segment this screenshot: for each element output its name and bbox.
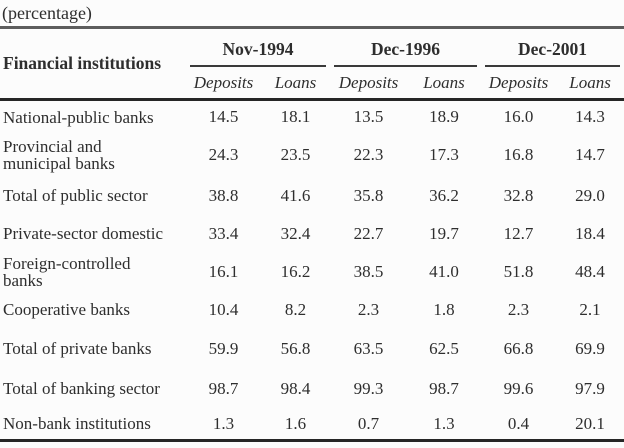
cell-value: 2.1 xyxy=(579,299,601,319)
cell-value: 33.4 xyxy=(208,223,239,243)
cell-value: 19.7 xyxy=(429,223,459,243)
cell-value: 16.1 xyxy=(208,261,239,281)
cell-value: 32.8 xyxy=(503,185,534,205)
cell-value: 62.5 xyxy=(429,338,459,358)
group-header-dec-1996: Dec-1996 xyxy=(330,28,481,67)
col-header-loans-1994: Loans xyxy=(261,67,330,101)
table-row: Total of public sector 38.8 41.6 35.8 36.2 32… xyxy=(0,177,624,215)
group-header-row: Financial institutions Nov-1994 Dec-1996… xyxy=(0,27,624,101)
cell-value: 2.3 xyxy=(507,299,530,319)
col-header-financial-institutions: Financial institutions xyxy=(0,27,186,101)
row-label: Cooperative banks xyxy=(3,300,130,319)
cell-value: 16.2 xyxy=(280,261,311,281)
cell-value: 16.8 xyxy=(503,145,534,164)
col-header-deposits-1996: Deposits xyxy=(330,67,407,101)
table-header: Financial institutions Nov-1994 Dec-1996… xyxy=(0,27,624,101)
group-header-dec-2001: Dec-2001 xyxy=(481,28,624,67)
cell-value: 17.3 xyxy=(429,145,459,164)
cell-value: 38.5 xyxy=(353,261,384,281)
cell-value: 10.4 xyxy=(208,299,239,319)
cell-value: 99.3 xyxy=(353,378,384,398)
row-label: Foreign-controlled banks xyxy=(3,253,131,290)
cell-value: 1.3 xyxy=(212,413,235,433)
col-header-loans-1996: Loans xyxy=(407,67,482,101)
col-header-deposits-1994: Deposits xyxy=(186,67,261,101)
cell-value: 66.8 xyxy=(503,338,534,358)
row-label: National-public banks xyxy=(3,107,154,127)
cell-value: 1.3 xyxy=(433,413,455,433)
cell-value: 36.2 xyxy=(429,185,459,205)
col-header-loans-2001: Loans xyxy=(556,67,624,101)
table-row: National-public banks 14.5 18.1 13.5 18.9 16.… xyxy=(0,100,624,134)
cell-value: 18.4 xyxy=(575,223,605,243)
cell-value: 14.3 xyxy=(575,107,605,127)
cell-value: 18.9 xyxy=(429,107,459,127)
row-label: Total of public sector xyxy=(3,186,148,205)
financial-institutions-table: Financial institutions Nov-1994 Dec-1996… xyxy=(0,26,624,442)
cell-value: 2.3 xyxy=(357,299,380,319)
row-label: Total of banking sector xyxy=(3,379,160,398)
cell-value: 16.0 xyxy=(503,107,534,127)
cell-value: 14.5 xyxy=(208,107,239,127)
cell-value: 56.8 xyxy=(280,338,311,358)
cell-value: 59.9 xyxy=(208,338,239,358)
cell-value: 99.6 xyxy=(503,378,534,398)
col-header-deposits-2001: Deposits xyxy=(481,67,557,101)
cell-value: 24.3 xyxy=(208,145,239,164)
table-row: Private-sector domestic 33.4 32.4 22.7 19.7 1… xyxy=(0,215,624,253)
cell-value: 1.6 xyxy=(284,413,307,433)
cell-value: 63.5 xyxy=(353,338,384,358)
cell-value: 98.7 xyxy=(429,378,459,398)
cell-value: 0.7 xyxy=(357,413,380,433)
cell-value: 51.8 xyxy=(503,261,534,281)
group-label: Dec-2001 xyxy=(485,32,621,67)
cell-value: 32.4 xyxy=(280,223,311,243)
cell-value: 38.8 xyxy=(208,185,239,205)
table-unit-caption: (percentage) xyxy=(2,3,92,23)
table-row: Non-bank institutions 1.3 1.6 0.7 1.3 0.4 20.1 xyxy=(0,409,624,441)
row-label: Provincial and municipal banks xyxy=(3,137,115,173)
cell-value: 8.2 xyxy=(284,299,307,319)
cell-value: 12.7 xyxy=(503,223,534,243)
cell-value: 13.5 xyxy=(353,107,384,127)
cell-value: 41.6 xyxy=(280,185,311,205)
group-label: Dec-1996 xyxy=(334,32,478,67)
row-label: Non-bank institutions xyxy=(3,414,151,434)
cell-value: 35.8 xyxy=(353,185,384,205)
cell-value: 14.7 xyxy=(575,145,605,164)
cell-value: 98.4 xyxy=(280,378,311,398)
cell-value: 18.1 xyxy=(280,107,311,127)
cell-value: 69.9 xyxy=(575,338,605,358)
table-row: Provincial and municipal banks 24.3 23.5 22… xyxy=(0,134,624,177)
row-label: Total of private banks xyxy=(3,339,152,358)
cell-value: 22.7 xyxy=(353,223,384,243)
cell-value: 0.4 xyxy=(507,413,530,433)
cell-value: 98.7 xyxy=(208,378,239,398)
row-label: Private-sector domestic xyxy=(3,224,164,243)
table-row: Cooperative banks 10.4 8.2 2.3 1.8 2.3 2.1 xyxy=(0,291,624,329)
cell-value: 41.0 xyxy=(429,261,459,281)
cell-value: 29.0 xyxy=(575,185,605,205)
table-row: Total of private banks 59.9 56.8 63.5 62.5 66… xyxy=(0,329,624,369)
cell-value: 22.3 xyxy=(353,145,384,164)
table-body: National-public banks 14.5 18.1 13.5 18.9 16.… xyxy=(0,100,624,441)
table-row: Foreign-controlled banks 16.1 16.2 38.5 41.0… xyxy=(0,253,624,291)
sub-header-row: Deposits Loans Deposits Loans Deposits L… xyxy=(0,67,624,101)
table-row: Total of banking sector 98.7 98.4 99.3 98.7 9… xyxy=(0,369,624,409)
cell-value: 23.5 xyxy=(280,145,311,164)
group-label: Nov-1994 xyxy=(190,32,326,67)
cell-value: 20.1 xyxy=(575,413,605,433)
group-header-nov-1994: Nov-1994 xyxy=(186,28,330,67)
cell-value: 48.4 xyxy=(575,261,605,281)
cell-value: 1.8 xyxy=(433,299,455,319)
cell-value: 97.9 xyxy=(575,378,605,398)
